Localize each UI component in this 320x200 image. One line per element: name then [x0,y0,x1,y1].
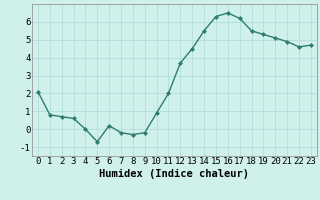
X-axis label: Humidex (Indice chaleur): Humidex (Indice chaleur) [100,169,249,179]
